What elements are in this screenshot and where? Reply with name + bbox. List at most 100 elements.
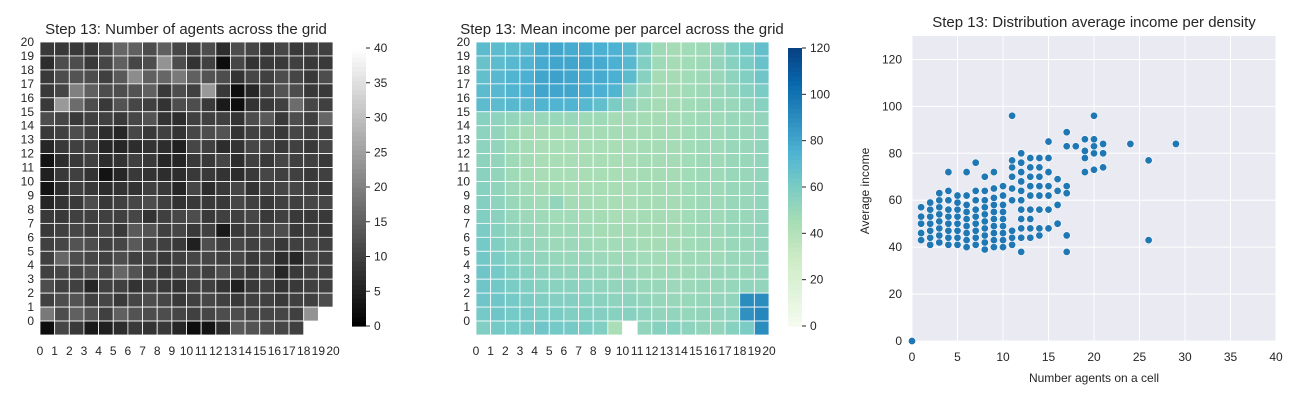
- scatter-point: [953, 240, 962, 249]
- heatmap-cell: [171, 306, 187, 322]
- x-tick-label: 1: [487, 344, 494, 358]
- heatmap-cell: [288, 209, 305, 224]
- heatmap-cell: [519, 41, 536, 57]
- colorbar-segment: [788, 275, 802, 281]
- heatmap-cell: [607, 292, 623, 308]
- heatmap-cell: [739, 278, 755, 294]
- x-tick-label: 11: [195, 344, 208, 358]
- scatter-point: [1017, 177, 1026, 186]
- agents-colorbar: 0 5 10 15 20 25 30 35 40: [352, 41, 388, 333]
- x-tick-label: 4: [95, 344, 102, 358]
- x-tick-label: 2: [502, 344, 509, 358]
- heatmap-cell: [303, 181, 319, 196]
- heatmap-cell: [607, 153, 623, 168]
- heatmap-cell: [186, 250, 202, 266]
- heatmap-cell: [724, 139, 741, 155]
- income-heatmap-title: Step 13: Mean income per parcel across t…: [460, 21, 784, 38]
- colorbar-segment: [352, 242, 366, 248]
- scatter-point: [1144, 156, 1153, 165]
- heatmap-cell: [636, 236, 653, 252]
- heatmap-cell: [39, 250, 56, 266]
- heatmap-cell: [592, 250, 609, 266]
- scatter-point: [1090, 149, 1099, 158]
- colorbar-segment: [788, 321, 802, 327]
- heatmap-cell: [230, 153, 246, 168]
- heatmap-cell: [519, 153, 536, 168]
- colorbar-segment: [352, 191, 366, 197]
- scatter-point: [953, 212, 962, 221]
- x-tick-label: 6: [125, 344, 132, 358]
- heatmap-cell: [753, 209, 770, 224]
- heatmap-cell: [186, 222, 202, 238]
- colorbar-segment: [352, 279, 366, 285]
- heatmap-cell: [578, 181, 594, 196]
- y-tick-label: 12: [21, 147, 35, 161]
- colorbar-segment: [352, 288, 366, 295]
- heatmap-cell: [317, 41, 334, 57]
- heatmap-cell: [534, 264, 550, 280]
- heatmap-cell: [710, 306, 726, 322]
- heatmap-cell: [215, 195, 231, 210]
- scatter-point: [1062, 247, 1071, 256]
- heatmap-cell: [548, 306, 565, 322]
- heatmap-cell: [548, 264, 565, 280]
- heatmap-cell: [739, 83, 755, 99]
- heatmap-cell: [607, 250, 623, 266]
- scatter-point: [926, 240, 935, 249]
- x-tick-label: 4: [531, 344, 538, 358]
- heatmap-cell: [317, 292, 334, 308]
- heatmap-cell: [651, 111, 667, 127]
- heatmap-cell: [753, 97, 770, 113]
- heatmap-cell: [215, 181, 231, 196]
- heatmap-cell: [39, 320, 56, 336]
- heatmap-cell: [68, 320, 85, 336]
- heatmap-cell: [490, 83, 506, 99]
- colorbar-segment: [788, 48, 802, 54]
- heatmap-cell: [490, 69, 506, 85]
- heatmap-cell: [273, 278, 290, 294]
- scatter-point: [971, 196, 980, 205]
- heatmap-cell: [651, 153, 667, 168]
- heatmap-cell: [666, 278, 682, 294]
- heatmap-cell: [200, 292, 217, 308]
- scatter-point: [1026, 224, 1035, 233]
- heatmap-cell: [156, 139, 173, 155]
- scatter-point: [1035, 231, 1044, 240]
- heatmap-cell: [288, 278, 305, 294]
- x-tick-label: 6: [561, 344, 568, 358]
- heatmap-cell: [200, 250, 217, 266]
- scatter-point: [980, 224, 989, 233]
- heatmap-cell: [127, 97, 143, 113]
- colorbar-segment: [788, 288, 802, 295]
- colorbar-tick-label: 0: [374, 319, 381, 333]
- heatmap-cell: [475, 320, 492, 336]
- heatmap-cell: [695, 83, 711, 99]
- heatmap-cell: [259, 41, 275, 57]
- heatmap-cell: [83, 236, 99, 252]
- heatmap-cell: [475, 83, 492, 99]
- heatmap-cell: [666, 236, 682, 252]
- heatmap-cell: [622, 292, 638, 308]
- heatmap-cell: [142, 306, 158, 322]
- heatmap-cell: [636, 264, 653, 280]
- heatmap-cell: [666, 195, 682, 210]
- colorbar-segment: [352, 247, 366, 253]
- heatmap-cell: [288, 292, 305, 308]
- heatmap-cell: [490, 139, 506, 155]
- heatmap-cell: [739, 55, 755, 71]
- heatmap-cell: [215, 41, 231, 57]
- heatmap-cell: [259, 181, 275, 196]
- heatmap-cell: [504, 111, 521, 127]
- heatmap-cell: [259, 236, 275, 252]
- scatter-point: [935, 217, 944, 226]
- colorbar-segment: [352, 177, 366, 183]
- heatmap-cell: [200, 320, 217, 336]
- heatmap-cell: [215, 125, 231, 141]
- y-tick-label: 7: [27, 216, 34, 230]
- heatmap-cell: [710, 222, 726, 238]
- scatter-point: [962, 229, 971, 238]
- heatmap-cell: [710, 153, 726, 168]
- heatmap-cell: [317, 97, 334, 113]
- scatter-point: [989, 200, 998, 209]
- colorbar-segment: [788, 126, 802, 132]
